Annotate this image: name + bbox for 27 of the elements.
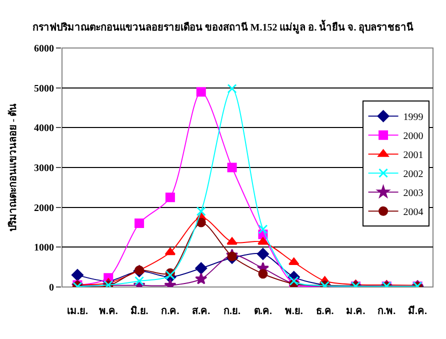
x-tick-label: ส.ค. [192, 306, 211, 317]
x-tick-label: ต.ค. [254, 306, 272, 317]
y-tick-label: 5000 [34, 83, 54, 94]
x-tick-label: พ.ค. [98, 306, 118, 317]
x-tick-label: พ.ย. [284, 306, 304, 317]
x-tick-label: มิ.ย. [130, 305, 149, 317]
x-tick-label: ก.ย. [224, 306, 242, 317]
y-tick-label: 0 [49, 282, 54, 294]
x-tick-label: ม.ค. [346, 306, 366, 317]
legend-label: 1999 [403, 112, 424, 123]
y-tick-label: 1000 [34, 242, 54, 254]
legend-label: 2001 [403, 150, 424, 161]
y-tick-label: 4000 [34, 123, 54, 134]
y-tick-label: 2000 [34, 202, 54, 214]
x-tick-label: มี.ค. [408, 305, 428, 317]
x-tick-label: ก.พ. [378, 306, 396, 317]
chart-title: กราฟปริมาณตะกอนแขวนลอยรายเดือน ของสถานี M.152 แม่มูล อ. น้ำยืน จ. อุบลราชธานี [32, 20, 414, 35]
legend-label: 2000 [403, 130, 424, 142]
legend-label: 2004 [403, 206, 424, 218]
y-tick-label: 6000 [34, 44, 54, 54]
x-tick-label: ธ.ค. [316, 306, 334, 317]
y-axis-title: ปริมาณตะกอนแขวนลอย - ตัน [7, 103, 19, 232]
x-tick-label: ก.ค. [161, 306, 180, 317]
x-tick-label: เม.ย. [66, 306, 88, 317]
y-tick-label: 3000 [34, 163, 54, 174]
legend-label: 2002 [403, 168, 424, 180]
legend-label: 2003 [403, 188, 424, 199]
